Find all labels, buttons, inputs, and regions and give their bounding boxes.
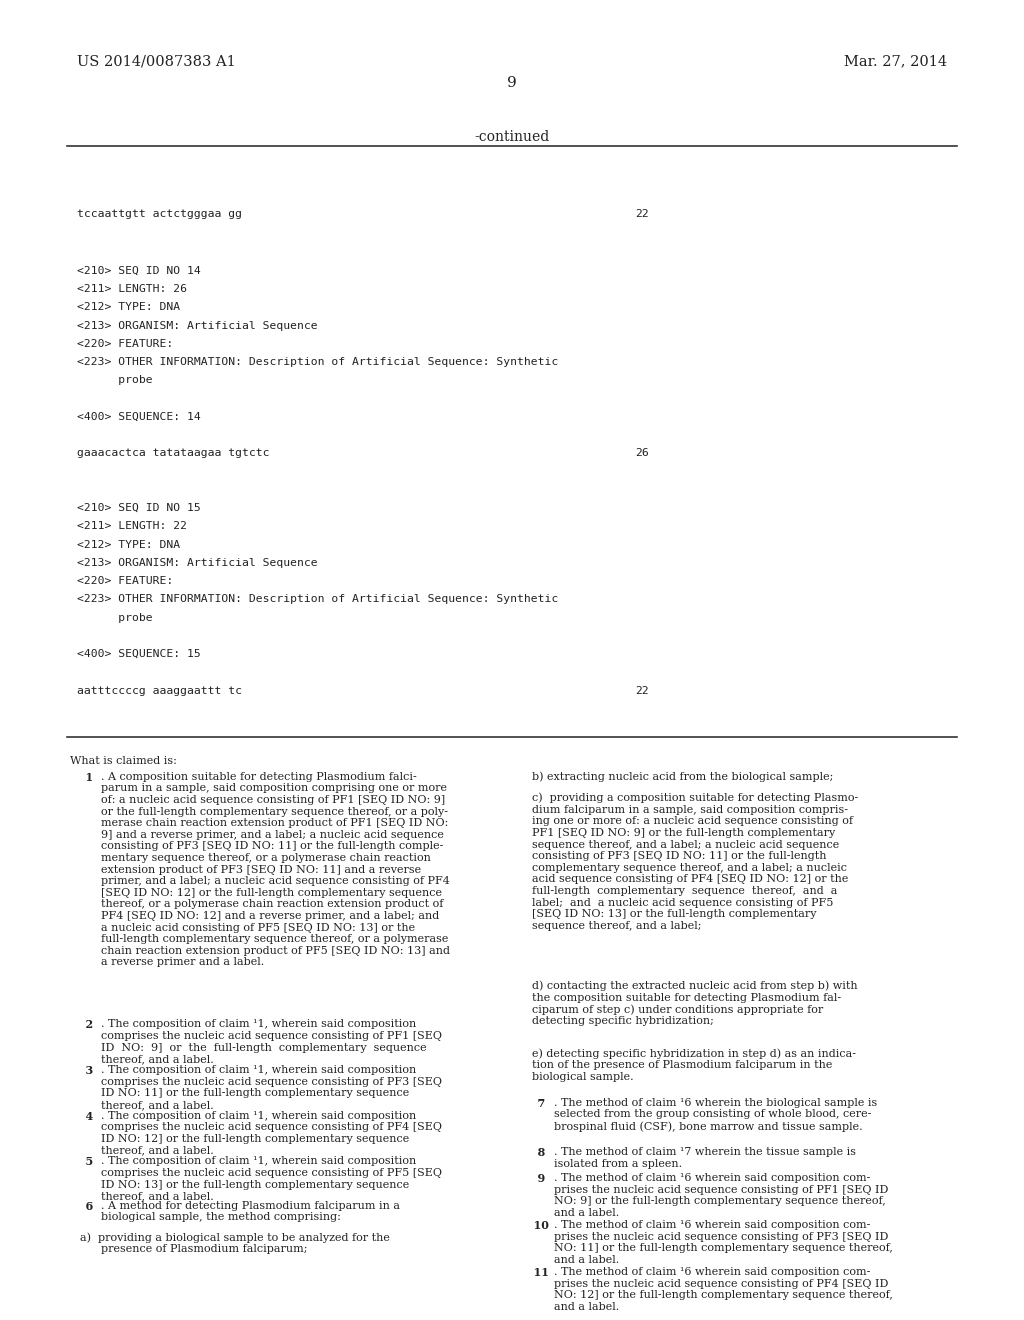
Text: . The method of claim ¹6 wherein said composition com-
prises the nucleic acid s: . The method of claim ¹6 wherein said co… (554, 1173, 889, 1218)
Text: . The method of claim ¹7 wherein the tissue sample is
isolated from a spleen.: . The method of claim ¹7 wherein the tis… (554, 1147, 856, 1168)
Text: . The method of claim ¹6 wherein the biological sample is
selected from the grou: . The method of claim ¹6 wherein the bio… (554, 1098, 878, 1131)
Text: 9: 9 (522, 1173, 546, 1184)
Text: 3: 3 (70, 1065, 93, 1076)
Text: 22: 22 (635, 209, 648, 219)
Text: . The composition of claim ¹1, wherein said composition
comprises the nucleic ac: . The composition of claim ¹1, wherein s… (101, 1019, 442, 1064)
Text: 22: 22 (635, 685, 648, 696)
Text: 4: 4 (70, 1110, 93, 1122)
Text: . The composition of claim ¹1, wherein said composition
comprises the nucleic ac: . The composition of claim ¹1, wherein s… (101, 1156, 442, 1201)
Text: 1: 1 (70, 772, 93, 783)
Text: 5: 5 (70, 1156, 93, 1167)
Text: <211> LENGTH: 22: <211> LENGTH: 22 (77, 521, 186, 532)
Text: <210> SEQ ID NO 14: <210> SEQ ID NO 14 (77, 265, 201, 276)
Text: c)  providing a composition suitable for detecting Plasmo-
dium falciparum in a : c) providing a composition suitable for … (532, 792, 859, 931)
Text: <223> OTHER INFORMATION: Description of Artificial Sequence: Synthetic: <223> OTHER INFORMATION: Description of … (77, 594, 558, 605)
Text: . A method for detecting Plasmodium falciparum in a
biological sample, the metho: . A method for detecting Plasmodium falc… (101, 1201, 400, 1222)
Text: 8: 8 (522, 1147, 546, 1158)
Text: What is claimed is:: What is claimed is: (70, 756, 176, 766)
Text: 11: 11 (522, 1267, 549, 1278)
Text: <213> ORGANISM: Artificial Sequence: <213> ORGANISM: Artificial Sequence (77, 558, 317, 568)
Text: <400> SEQUENCE: 15: <400> SEQUENCE: 15 (77, 649, 201, 659)
Text: . The composition of claim ¹1, wherein said composition
comprises the nucleic ac: . The composition of claim ¹1, wherein s… (101, 1110, 442, 1155)
Text: 9: 9 (507, 75, 517, 90)
Text: probe: probe (77, 612, 153, 623)
Text: 7: 7 (522, 1098, 546, 1109)
Text: . The composition of claim ¹1, wherein said composition
comprises the nucleic ac: . The composition of claim ¹1, wherein s… (101, 1065, 442, 1110)
Text: <223> OTHER INFORMATION: Description of Artificial Sequence: Synthetic: <223> OTHER INFORMATION: Description of … (77, 358, 558, 367)
Text: probe: probe (77, 375, 153, 385)
Text: a)  providing a biological sample to be analyzed for the
      presence of Plasm: a) providing a biological sample to be a… (80, 1232, 390, 1254)
Text: <220> FEATURE:: <220> FEATURE: (77, 577, 173, 586)
Text: <212> TYPE: DNA: <212> TYPE: DNA (77, 302, 180, 313)
Text: <220> FEATURE:: <220> FEATURE: (77, 339, 173, 348)
Text: <213> ORGANISM: Artificial Sequence: <213> ORGANISM: Artificial Sequence (77, 321, 317, 331)
Text: <211> LENGTH: 26: <211> LENGTH: 26 (77, 284, 186, 294)
Text: . The method of claim ¹6 wherein said composition com-
prises the nucleic acid s: . The method of claim ¹6 wherein said co… (554, 1267, 893, 1312)
Text: e) detecting specific hybridization in step d) as an indica-
tion of the presenc: e) detecting specific hybridization in s… (532, 1048, 856, 1082)
Text: 6: 6 (70, 1201, 93, 1212)
Text: <400> SEQUENCE: 14: <400> SEQUENCE: 14 (77, 412, 201, 422)
Text: -continued: -continued (474, 131, 550, 144)
Text: 26: 26 (635, 449, 648, 458)
Text: b) extracting nucleic acid from the biological sample;: b) extracting nucleic acid from the biol… (532, 772, 834, 783)
Text: . A composition suitable for detecting Plasmodium falci-
parum in a sample, said: . A composition suitable for detecting P… (101, 772, 451, 968)
Text: Mar. 27, 2014: Mar. 27, 2014 (844, 54, 947, 69)
Text: <210> SEQ ID NO 15: <210> SEQ ID NO 15 (77, 503, 201, 513)
Text: aatttccccg aaaggaattt tc: aatttccccg aaaggaattt tc (77, 685, 242, 696)
Text: gaaacactca tatataagaa tgtctc: gaaacactca tatataagaa tgtctc (77, 449, 269, 458)
Text: US 2014/0087383 A1: US 2014/0087383 A1 (77, 54, 236, 69)
Text: d) contacting the extracted nucleic acid from step b) with
the composition suita: d) contacting the extracted nucleic acid… (532, 981, 858, 1027)
Text: 10: 10 (522, 1220, 549, 1232)
Text: . The method of claim ¹6 wherein said composition com-
prises the nucleic acid s: . The method of claim ¹6 wherein said co… (554, 1220, 893, 1265)
Text: tccaattgtt actctgggaa gg: tccaattgtt actctgggaa gg (77, 209, 242, 219)
Text: 2: 2 (70, 1019, 93, 1031)
Text: <212> TYPE: DNA: <212> TYPE: DNA (77, 540, 180, 549)
